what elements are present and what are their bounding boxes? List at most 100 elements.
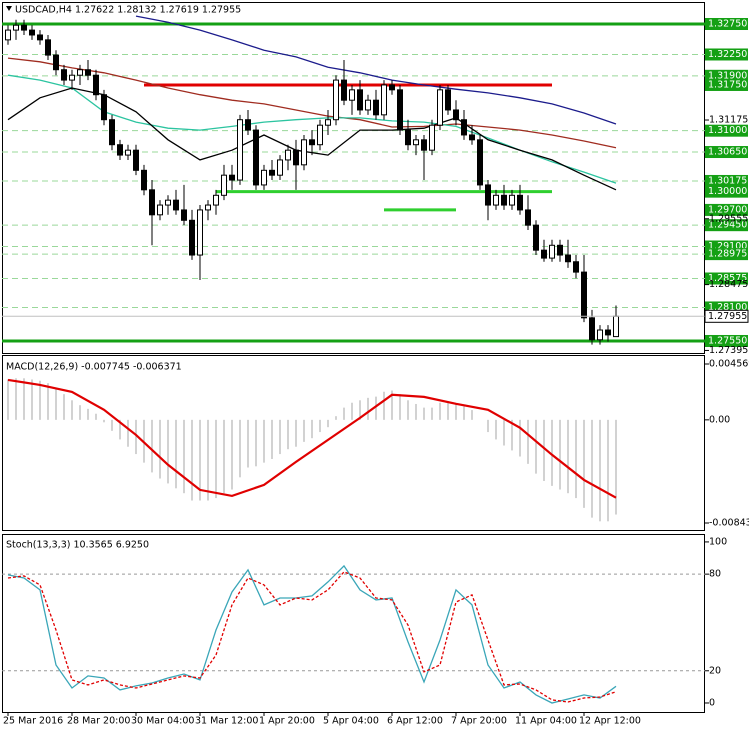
candle-body bbox=[221, 174, 227, 196]
candle-body bbox=[333, 79, 339, 121]
macd-panel bbox=[2, 355, 705, 531]
level-label: 1.28100 bbox=[708, 302, 747, 313]
candle-body bbox=[165, 199, 171, 206]
level-label: 1.31000 bbox=[708, 125, 747, 136]
candle-body bbox=[29, 29, 35, 36]
candle-body bbox=[197, 209, 203, 256]
candle-body bbox=[213, 194, 219, 206]
level-label: 1.29450 bbox=[708, 220, 747, 231]
candle-body bbox=[565, 254, 571, 263]
x-tick-label: 6 Apr 12:00 bbox=[387, 716, 443, 727]
level-label: 1.29100 bbox=[708, 241, 747, 252]
candle-body bbox=[549, 244, 555, 259]
candle-body bbox=[357, 89, 363, 111]
y-tick-label: 20 bbox=[709, 665, 721, 676]
level-label-box bbox=[705, 174, 748, 187]
candle-body bbox=[613, 315, 619, 338]
candle-body bbox=[277, 159, 283, 176]
level-label-box bbox=[705, 219, 748, 232]
candle-body bbox=[437, 89, 443, 126]
collapse-icon bbox=[6, 6, 12, 11]
level-label: 1.28575 bbox=[708, 273, 747, 284]
candle-body bbox=[453, 109, 459, 121]
level-label: 1.27550 bbox=[708, 335, 747, 346]
candle-body bbox=[597, 329, 603, 341]
candle-body bbox=[541, 249, 547, 259]
x-tick-label: 30 Mar 04:00 bbox=[131, 716, 194, 727]
candle-body bbox=[13, 24, 19, 31]
level-label-box bbox=[705, 18, 748, 31]
candle-body bbox=[205, 204, 211, 211]
level-label: 1.30650 bbox=[708, 147, 747, 158]
candle-body bbox=[501, 194, 507, 206]
current-price-box bbox=[704, 309, 749, 323]
candle-body bbox=[525, 209, 531, 226]
candle-body bbox=[93, 74, 99, 96]
level-label-box bbox=[705, 78, 748, 91]
candle-body bbox=[285, 149, 291, 161]
chart-title: USDCAD,H4 1.27622 1.28132 1.27619 1.2795… bbox=[15, 5, 241, 16]
candle-body bbox=[493, 194, 499, 206]
x-tick-label: 12 Apr 12:00 bbox=[579, 716, 641, 727]
candle-body bbox=[85, 69, 91, 76]
level-label-box bbox=[705, 48, 748, 61]
current-price-label: 1.27955 bbox=[708, 311, 747, 322]
candle-body bbox=[397, 89, 403, 131]
candle-body bbox=[229, 174, 235, 181]
candle-body bbox=[181, 209, 187, 221]
x-tick-label: 25 Mar 2016 bbox=[3, 716, 63, 727]
candle-body bbox=[365, 99, 371, 111]
stoch-line bbox=[7, 571, 617, 703]
candle-body bbox=[45, 39, 51, 56]
level-label: 1.31750 bbox=[708, 79, 747, 90]
candle-body bbox=[405, 129, 411, 146]
level-label-box bbox=[705, 272, 748, 285]
candle-body bbox=[37, 34, 43, 41]
y-tick-label: 0 bbox=[709, 697, 715, 708]
candle-body bbox=[325, 119, 331, 126]
y-tick-label: 1.31175 bbox=[709, 115, 748, 126]
y-tick-label: 0.004569 bbox=[709, 358, 749, 369]
candle-body bbox=[589, 317, 595, 341]
level-label: 1.30000 bbox=[708, 186, 747, 197]
candle-body bbox=[317, 124, 323, 146]
level-label: 1.28975 bbox=[708, 249, 747, 260]
candle-body bbox=[389, 84, 395, 91]
candle-body bbox=[421, 139, 427, 151]
candle-body bbox=[61, 69, 67, 81]
candle-body bbox=[445, 89, 451, 111]
candle-body bbox=[469, 134, 475, 141]
level-label: 1.30175 bbox=[708, 175, 747, 186]
candle-body bbox=[69, 74, 75, 81]
candle-body bbox=[301, 139, 307, 166]
x-tick-label: 1 Apr 20:00 bbox=[259, 716, 315, 727]
candle-body bbox=[373, 99, 379, 116]
y-tick-label: 1.29555 bbox=[709, 213, 748, 224]
candle-body bbox=[533, 224, 539, 251]
level-label-box bbox=[705, 185, 748, 198]
candle-body bbox=[125, 149, 131, 156]
x-tick-label: 31 Mar 12:00 bbox=[195, 716, 258, 727]
candle-body bbox=[381, 84, 387, 116]
x-tick-label: 7 Apr 20:00 bbox=[451, 716, 507, 727]
moving-average bbox=[7, 57, 617, 149]
y-tick-label: 0.00 bbox=[709, 414, 730, 425]
candle-body bbox=[133, 149, 139, 171]
candle-body bbox=[269, 169, 275, 176]
candle-body bbox=[5, 29, 11, 41]
candle-body bbox=[485, 184, 491, 206]
candle-body bbox=[77, 69, 83, 76]
x-tick-label: 28 Mar 20:00 bbox=[67, 716, 130, 727]
y-tick-label: 1.27395 bbox=[709, 345, 748, 356]
level-label: 1.32250 bbox=[708, 49, 747, 60]
candle-body bbox=[117, 144, 123, 156]
y-tick-label: 100 bbox=[709, 536, 727, 547]
candle-body bbox=[253, 129, 259, 186]
y-tick-label: -0.008437 bbox=[709, 517, 749, 528]
candle-body bbox=[573, 261, 579, 273]
level-label-box bbox=[705, 124, 748, 137]
y-tick-label: 1.28475 bbox=[709, 279, 748, 290]
candle-body bbox=[141, 169, 147, 191]
candle-body bbox=[349, 89, 355, 101]
